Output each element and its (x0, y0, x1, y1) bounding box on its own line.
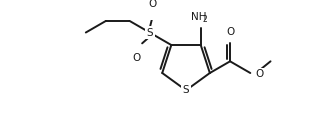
Text: S: S (146, 27, 153, 37)
Text: O: O (148, 0, 156, 9)
Text: S: S (183, 85, 189, 95)
Text: O: O (255, 69, 264, 79)
Text: O: O (226, 27, 234, 37)
Text: 2: 2 (202, 15, 207, 24)
Text: O: O (132, 53, 140, 63)
Text: NH: NH (191, 12, 207, 22)
